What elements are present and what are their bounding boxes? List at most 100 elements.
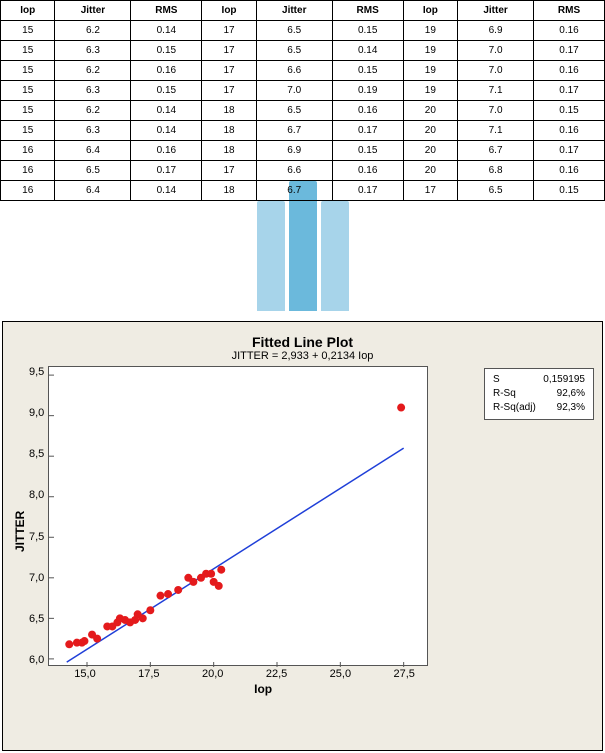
stats-row: S0,159195 (493, 373, 585, 387)
chart-title: Fitted Line Plot (11, 334, 594, 350)
table-cell: 0.17 (332, 181, 403, 201)
table-cell: 0.16 (534, 121, 605, 141)
table-header-cell: RMS (131, 1, 202, 21)
regression-line (67, 448, 404, 662)
data-point (190, 578, 198, 586)
table-cell: 20 (403, 141, 457, 161)
table-cell: 0.14 (332, 41, 403, 61)
table-cell: 19 (403, 81, 457, 101)
data-point (93, 635, 101, 643)
table-cell: 7.0 (458, 41, 534, 61)
stats-label: S (493, 373, 500, 387)
table-cell: 6.5 (256, 21, 332, 41)
table-cell: 7.1 (458, 121, 534, 141)
table-cell: 6.9 (256, 141, 332, 161)
table-cell: 6.3 (55, 121, 131, 141)
table-cell: 7.0 (458, 61, 534, 81)
table-cell: 0.14 (131, 101, 202, 121)
table-cell: 6.5 (458, 181, 534, 201)
table-row: 156.30.15177.00.19197.10.17 (1, 81, 605, 101)
table-cell: 0.16 (534, 21, 605, 41)
table-cell: 16 (1, 161, 55, 181)
table-cell: 15 (1, 61, 55, 81)
table-cell: 0.15 (131, 81, 202, 101)
data-point (164, 590, 172, 598)
table-header-cell: RMS (534, 1, 605, 21)
data-point (66, 640, 74, 648)
table-cell: 0.14 (131, 21, 202, 41)
table-cell: 19 (403, 21, 457, 41)
table-cell: 6.5 (256, 41, 332, 61)
data-table: IopJitterRMSIopJitterRMSIopJitterRMS 156… (0, 0, 605, 201)
table-cell: 0.14 (131, 121, 202, 141)
data-point (397, 404, 405, 412)
y-tick-label: 9,5 (29, 366, 44, 378)
table-row: 156.30.15176.50.14197.00.17 (1, 41, 605, 61)
data-point (157, 592, 165, 600)
table-cell: 0.17 (534, 41, 605, 61)
table-cell: 0.15 (534, 181, 605, 201)
table-cell: 6.3 (55, 41, 131, 61)
table-cell: 0.16 (131, 141, 202, 161)
table-cell: 17 (403, 181, 457, 201)
table-cell: 0.19 (332, 81, 403, 101)
x-tick-label: 25,0 (330, 668, 351, 680)
table-cell: 20 (403, 101, 457, 121)
y-tick-label: 7,5 (29, 531, 44, 543)
table-cell: 0.16 (131, 61, 202, 81)
data-point (174, 586, 182, 594)
y-tick-label: 8,0 (29, 489, 44, 501)
y-axis-label: JITTER (11, 366, 29, 696)
table-cell: 6.2 (55, 21, 131, 41)
stats-row: R-Sq92,6% (493, 387, 585, 401)
table-cell: 6.5 (256, 101, 332, 121)
table-cell: 7.1 (458, 81, 534, 101)
table-cell: 7.0 (256, 81, 332, 101)
table-cell: 0.17 (332, 121, 403, 141)
table-cell: 0.15 (332, 141, 403, 161)
table-cell: 0.15 (534, 101, 605, 121)
table-row: 156.20.16176.60.15197.00.16 (1, 61, 605, 81)
table-cell: 6.4 (55, 181, 131, 201)
data-point (218, 566, 226, 574)
table-header-cell: Iop (1, 1, 55, 21)
table-cell: 6.5 (55, 161, 131, 181)
table-cell: 0.16 (534, 161, 605, 181)
table-row: 166.40.16186.90.15206.70.17 (1, 141, 605, 161)
table-row: 166.50.17176.60.16206.80.16 (1, 161, 605, 181)
stats-label: R-Sq(adj) (493, 401, 536, 415)
table-row: 166.40.14186.70.17176.50.15 (1, 181, 605, 201)
table-cell: 17 (202, 161, 256, 181)
table-cell: 16 (1, 141, 55, 161)
y-tick-label: 8,5 (29, 448, 44, 460)
table-cell: 20 (403, 161, 457, 181)
table-cell: 6.3 (55, 81, 131, 101)
fitted-line-chart-panel: Fitted Line Plot JITTER = 2,933 + 0,2134… (2, 321, 603, 751)
table-cell: 0.15 (332, 21, 403, 41)
x-tick-label: 20,0 (202, 668, 223, 680)
table-header-cell: Iop (403, 1, 457, 21)
plot-area (48, 366, 428, 666)
y-tick-label: 9,0 (29, 407, 44, 419)
data-point (147, 606, 155, 614)
y-tick-label: 6,5 (29, 613, 44, 625)
table-cell: 18 (202, 181, 256, 201)
x-tick-label: 27,5 (394, 668, 415, 680)
y-tick-label: 6,0 (29, 654, 44, 666)
table-row: 156.20.14176.50.15196.90.16 (1, 21, 605, 41)
table-header-cell: Iop (202, 1, 256, 21)
x-axis-ticks: 15,017,520,022,525,027,5 (48, 666, 428, 680)
table-header-cell: RMS (332, 1, 403, 21)
table-cell: 18 (202, 121, 256, 141)
table-cell: 17 (202, 21, 256, 41)
data-point (207, 570, 215, 578)
table-cell: 6.9 (458, 21, 534, 41)
stats-row: R-Sq(adj)92,3% (493, 401, 585, 415)
regression-stats-box: S0,159195R-Sq92,6%R-Sq(adj)92,3% (484, 368, 594, 420)
table-cell: 0.17 (131, 161, 202, 181)
table-cell: 6.6 (256, 161, 332, 181)
table-cell: 18 (202, 141, 256, 161)
table-cell: 0.15 (332, 61, 403, 81)
x-tick-label: 15,0 (74, 668, 95, 680)
table-cell: 6.6 (256, 61, 332, 81)
